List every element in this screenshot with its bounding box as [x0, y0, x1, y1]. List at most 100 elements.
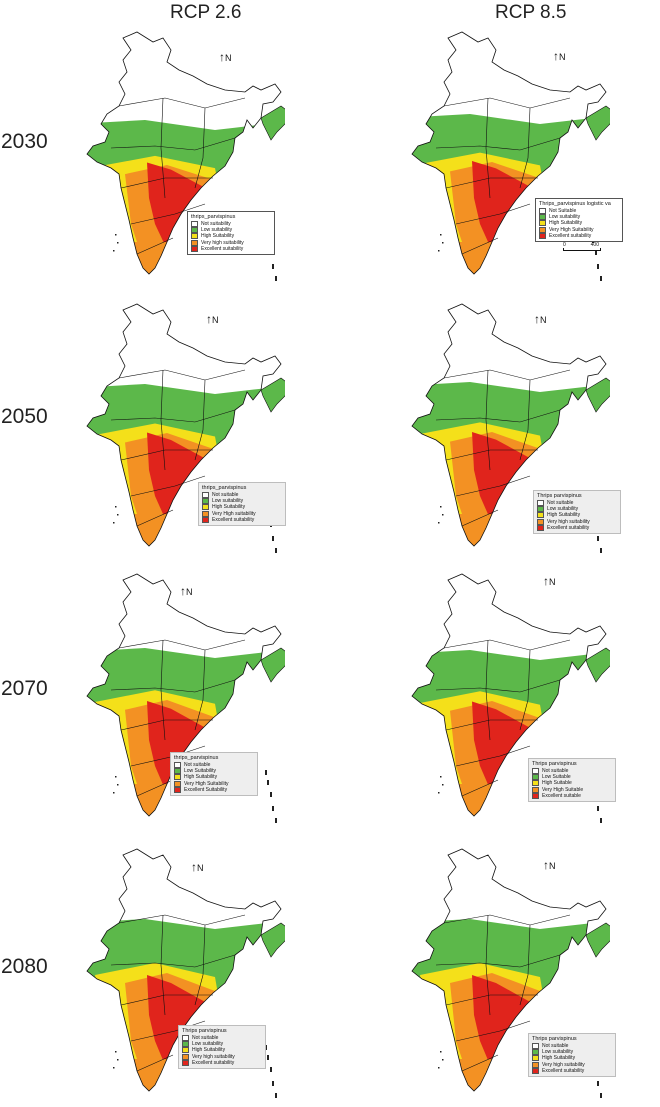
legend-entry: Very High Suitability [539, 226, 619, 233]
legend-label: High Suitability [547, 512, 581, 519]
legend-swatch [174, 768, 181, 775]
legend-entry: Low suitability [182, 1041, 262, 1048]
legend-swatch [537, 512, 544, 519]
north-label: N [549, 577, 556, 587]
legend-entry: Not suitable [537, 500, 617, 507]
north-arrow-icon: ↑N [206, 313, 219, 325]
legend-label: High Suitable [542, 780, 572, 787]
up-arrow-icon: ↑ [543, 574, 549, 588]
legend-swatch [202, 492, 209, 499]
legend-swatch [191, 239, 198, 246]
legend-label: Excellent suitability [547, 524, 590, 531]
scale-label: 400 [590, 242, 599, 248]
legend-entry: Low suitability [539, 214, 619, 221]
legend-swatch [182, 1053, 189, 1060]
legend-entry: Not suitable [532, 1043, 612, 1050]
legend-entry: Not suitability [191, 221, 271, 228]
legend-swatch [532, 780, 539, 787]
north-arrow-icon: ↑N [191, 860, 204, 874]
legend-title: Thrips parvispinus [537, 493, 582, 499]
legend-entry: Not suitable [182, 1035, 262, 1042]
header-rcp85: RCP 8.5 [495, 2, 567, 23]
legend-entry: Not Suitable [539, 208, 619, 215]
legend-entry: Excellent suitability [539, 232, 619, 239]
legend-entry: Excellent Suitability [174, 786, 254, 793]
legend-entry: High Suitability [539, 220, 619, 227]
north-arrow-icon: ↑N [543, 858, 556, 872]
legend-swatch [537, 518, 544, 525]
legend-label: Very high suitability [547, 518, 590, 525]
legend-swatch [539, 232, 546, 239]
legend-title: Thrips parvispinus [532, 761, 577, 767]
legend-label: High Suitability [184, 774, 218, 781]
legend-title: Thrips parvispinus [532, 1036, 577, 1042]
up-arrow-icon: ↑ [191, 860, 197, 874]
legend-label: High Suitability [212, 504, 246, 511]
legend-label: Very High Suitability [549, 226, 594, 233]
legend-entry: High Suitability [202, 504, 282, 511]
year-label-2050: 2050 [1, 405, 48, 428]
map-panel-r2c0: ↑N thrips_parvispinus Not suitable Low Suit… [75, 570, 285, 832]
north-arrow-icon: ↑N [180, 585, 193, 597]
legend-entry: Low suitability [202, 498, 282, 505]
legend-swatch [182, 1059, 189, 1066]
map-panel-r3c0: ↑N Thrips parvispinus Not suitable Low suit… [75, 845, 285, 1107]
legend-swatch [191, 221, 198, 228]
legend-swatch [202, 504, 209, 511]
legend-entry: High Suitability [537, 512, 617, 519]
legend-label: Very High Suitability [184, 780, 229, 787]
north-label: N [225, 53, 232, 63]
map-panel-r1c1: ↑N Thrips parvispinus Not suitable Low suit… [400, 300, 621, 562]
legend-swatch [202, 516, 209, 523]
legend-box: Thrips parvispinus Not suitable Low Suitab… [528, 758, 616, 802]
legend-entry: Not suitable [532, 768, 612, 775]
legend-box: Thrips_parvispinus logistic va Not Suitab… [535, 198, 623, 242]
legend-label: High Suitability [192, 1047, 226, 1054]
legend-label: Not suitable [184, 762, 211, 769]
legend-title: thrips_parvispinus [202, 485, 247, 491]
legend-swatch [537, 500, 544, 507]
up-arrow-icon: ↑ [543, 858, 549, 872]
legend-label: Not suitable [547, 500, 574, 507]
legend-entry: High Suitability [191, 233, 271, 240]
legend-entry: Excellent suitability [191, 245, 271, 252]
legend-entry: Low suitability [191, 227, 271, 234]
legend-entry: Excellent suitable [532, 792, 612, 799]
legend-label: Excellent suitability [192, 1059, 235, 1066]
legend-label: Low suitability [542, 1049, 574, 1056]
legend-swatch [532, 1067, 539, 1074]
legend-entry: Very High Suitability [174, 780, 254, 787]
india-suitability-map [86, 31, 285, 281]
north-label: N [212, 315, 219, 325]
map-panel-r1c0: ↑N thrips_parvispinus Not suitable Low suit… [75, 300, 286, 562]
legend-swatch [532, 774, 539, 781]
legend-swatch [174, 780, 181, 787]
legend-swatch [532, 1049, 539, 1056]
legend-entry: Very high suitability [182, 1053, 262, 1060]
legend-label: Not Suitable [549, 208, 577, 215]
legend-swatch [537, 506, 544, 513]
legend-swatch [191, 245, 198, 252]
legend-swatch [182, 1041, 189, 1048]
legend-title: Thrips parvispinus [182, 1028, 227, 1034]
legend-label: Low suitability [192, 1041, 224, 1048]
legend-label: Excellent suitability [212, 516, 255, 523]
legend-swatch [532, 786, 539, 793]
legend-entry: High Suitability [182, 1047, 262, 1054]
up-arrow-icon: ↑ [534, 312, 540, 326]
legend-entry: Low Suitable [532, 774, 612, 781]
legend-entry: Very High Suitable [532, 786, 612, 793]
legend-swatch [182, 1035, 189, 1042]
legend-label: Very high suitability [542, 1061, 585, 1068]
scale-bar: 0 400 [563, 242, 601, 251]
legend-swatch [182, 1047, 189, 1054]
legend-swatch [191, 233, 198, 240]
legend-title: thrips_parvispinus [191, 214, 236, 220]
legend-label: Low suitability [547, 506, 579, 513]
legend-swatch [532, 768, 539, 775]
legend-entry: Very High suitability [202, 510, 282, 517]
legend-label: Not suitable [542, 1043, 569, 1050]
legend-entry: High Suitability [532, 1055, 612, 1062]
year-label-2070: 2070 [1, 677, 48, 700]
legend-swatch [532, 1055, 539, 1062]
